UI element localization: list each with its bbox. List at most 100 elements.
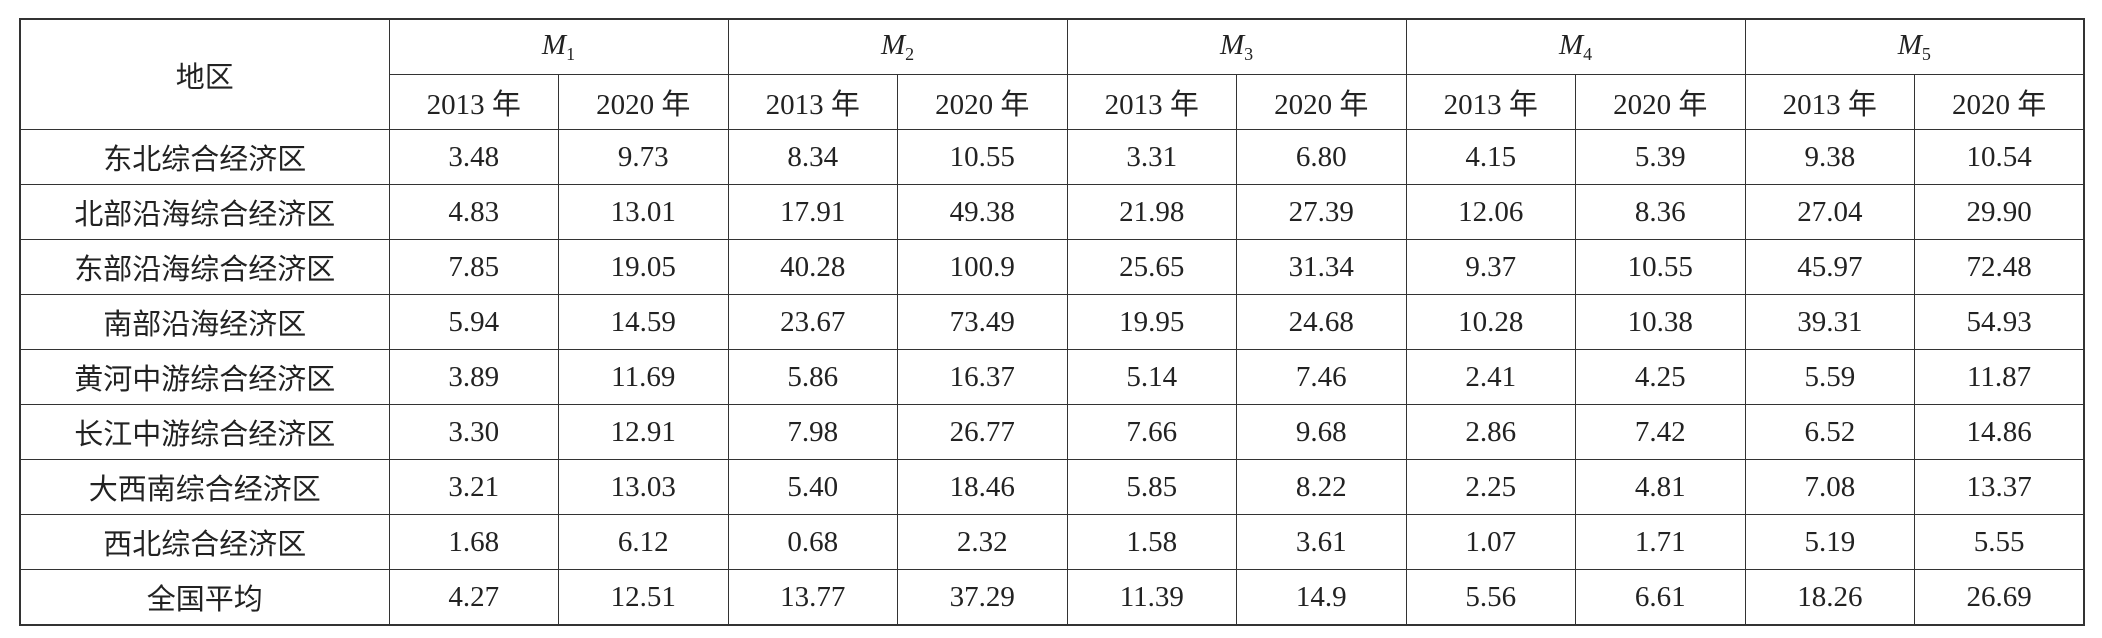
value-cell: 100.9 [897,239,1068,295]
value-cell: 9.68 [1236,404,1407,460]
value-cell: 27.39 [1236,184,1407,240]
group-letter: M [541,29,567,61]
value-cell: 3.30 [388,404,559,460]
value-cell: 1.58 [1066,514,1238,570]
value-cell: 18.26 [1744,569,1916,626]
value-cell: 14.86 [1914,404,2085,460]
value-cell: 6.12 [558,514,729,570]
value-cell: 4.15 [1405,129,1577,185]
region-name: 南部沿海经济区 [19,294,390,350]
value-cell: 4.25 [1575,349,1746,405]
value-cell: 4.83 [388,184,559,240]
group-letter: M [1897,29,1922,61]
value-cell: 3.89 [388,349,559,405]
value-cell: 18.46 [897,459,1068,515]
value-cell: 9.73 [558,129,729,185]
value-cell: 24.68 [1236,294,1407,350]
year-header: 2013 年 [1066,74,1238,130]
value-cell: 2.25 [1405,459,1577,515]
year-header: 2020 年 [1236,74,1407,130]
value-cell: 26.69 [1914,569,2085,626]
data-row: 大西南综合经济区 3.21 13.03 5.40 18.46 5.85 8.22 2.25 4.… [19,459,2085,515]
year-header: 2013 年 [388,74,559,130]
value-cell: 10.55 [1575,239,1746,295]
value-cell: 8.22 [1236,459,1407,515]
year-header: 2020 年 [558,74,729,130]
value-cell: 16.37 [897,349,1068,405]
value-cell: 3.61 [1236,514,1407,570]
value-cell: 26.77 [897,404,1068,460]
region-name: 长江中游综合经济区 [19,404,390,460]
value-cell: 7.46 [1236,349,1407,405]
value-cell: 5.85 [1066,459,1238,515]
year-header: 2013 年 [1744,74,1916,130]
group-header: M2 [727,18,1068,75]
value-cell: 6.61 [1575,569,1746,626]
value-cell: 5.56 [1405,569,1577,626]
value-cell: 73.49 [897,294,1068,350]
value-cell: 10.55 [897,129,1068,185]
year-header: 2013 年 [1405,74,1577,130]
value-cell: 29.90 [1914,184,2085,240]
value-cell: 13.03 [558,459,729,515]
region-name: 全国平均 [19,569,390,626]
group-letter: M [880,29,906,61]
value-cell: 2.86 [1405,404,1577,460]
region-name: 北部沿海综合经济区 [19,184,390,240]
value-cell: 5.94 [388,294,559,350]
value-cell: 4.27 [388,569,559,626]
value-cell: 14.9 [1236,569,1407,626]
value-cell: 1.68 [388,514,559,570]
value-cell: 8.36 [1575,184,1746,240]
value-cell: 9.38 [1744,129,1916,185]
year-header: 2020 年 [1914,74,2085,130]
value-cell: 31.34 [1236,239,1407,295]
value-cell: 7.98 [727,404,899,460]
value-cell: 9.37 [1405,239,1577,295]
value-cell: 14.59 [558,294,729,350]
value-cell: 2.32 [897,514,1068,570]
group-letter: M [1558,29,1584,61]
value-cell: 5.39 [1575,129,1746,185]
value-cell: 11.39 [1066,569,1238,626]
value-cell: 11.87 [1914,349,2085,405]
value-cell: 10.38 [1575,294,1746,350]
value-cell: 7.85 [388,239,559,295]
value-cell: 4.81 [1575,459,1746,515]
value-cell: 45.97 [1744,239,1916,295]
value-cell: 12.51 [558,569,729,626]
value-cell: 3.48 [388,129,559,185]
value-cell: 5.40 [727,459,899,515]
group-subscript: 4 [1583,44,1593,64]
value-cell: 1.07 [1405,514,1577,570]
value-cell: 21.98 [1066,184,1238,240]
group-subscript: 1 [566,44,576,64]
value-cell: 19.05 [558,239,729,295]
data-row: 北部沿海综合经济区 4.83 13.01 17.91 49.38 21.98 27.39 12… [19,184,2085,240]
group-header: M3 [1066,18,1407,75]
value-cell: 23.67 [727,294,899,350]
value-cell: 12.91 [558,404,729,460]
value-cell: 1.71 [1575,514,1746,570]
region-name: 大西南综合经济区 [19,459,390,515]
data-row: 东北综合经济区 3.48 9.73 8.34 10.55 3.31 6.80 4.15 5.39… [19,129,2085,185]
data-row: 长江中游综合经济区 3.30 12.91 7.98 26.77 7.66 9.68 2.86 7… [19,404,2085,460]
data-table: 地区 M1 M2 M3 M4 M5 2013 年 2020 年 2013 年 2020 年 2013… [19,18,2086,626]
value-cell: 17.91 [727,184,899,240]
value-cell: 27.04 [1744,184,1916,240]
data-row: 黄河中游综合经济区 3.89 11.69 5.86 16.37 5.14 7.46 2.41 4… [19,349,2085,405]
group-header: M4 [1405,18,1746,75]
value-cell: 7.42 [1575,404,1746,460]
data-row: 西北综合经济区 1.68 6.12 0.68 2.32 1.58 3.61 1.07 1.71 5… [19,514,2085,570]
value-cell: 7.08 [1744,459,1916,515]
data-row: 全国平均 4.27 12.51 13.77 37.29 11.39 14.9 5.56 6.61… [19,569,2085,626]
value-cell: 39.31 [1744,294,1916,350]
group-header: M5 [1744,18,2085,75]
year-header: 2020 年 [897,74,1068,130]
value-cell: 5.59 [1744,349,1916,405]
region-name: 西北综合经济区 [19,514,390,570]
value-cell: 6.52 [1744,404,1916,460]
value-cell: 37.29 [897,569,1068,626]
value-cell: 49.38 [897,184,1068,240]
region-name: 东北综合经济区 [19,129,390,185]
